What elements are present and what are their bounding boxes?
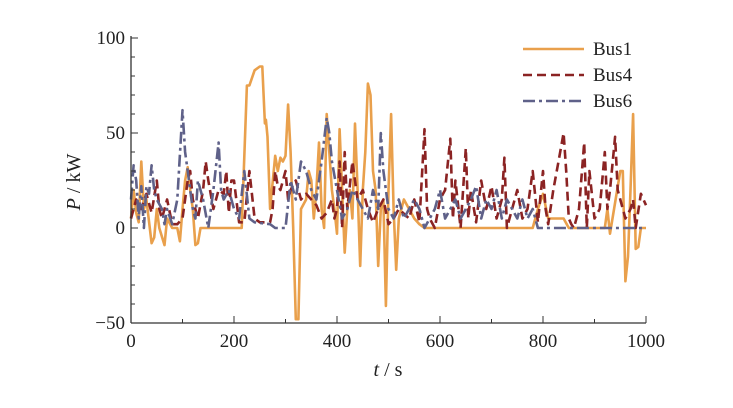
legend: Bus1 Bus4 Bus6 [523,39,633,112]
x-tick-label: 0 [126,331,136,352]
x-tick-label: 1000 [627,331,665,352]
legend-label-bus4: Bus4 [593,65,633,86]
series-layer [129,65,648,321]
series-line-bus4 [129,127,648,230]
x-axis-label: t / s [374,359,403,381]
y-tick-label: 0 [116,218,126,239]
y-tick-label: 100 [97,28,126,49]
x-tick-label: 600 [426,331,455,352]
x-tick-label: 400 [323,331,352,352]
series-line-bus1 [129,65,646,321]
y-tick-label: −50 [95,313,125,334]
legend-label-bus1: Bus1 [593,39,632,60]
y-axis-label: P / kW [63,154,85,212]
y-tick-label: 50 [106,123,125,144]
legend-label-bus6: Bus6 [593,91,632,112]
x-tick-label: 800 [529,331,558,352]
x-tick-label: 200 [220,331,249,352]
series-line-bus6 [129,108,646,230]
